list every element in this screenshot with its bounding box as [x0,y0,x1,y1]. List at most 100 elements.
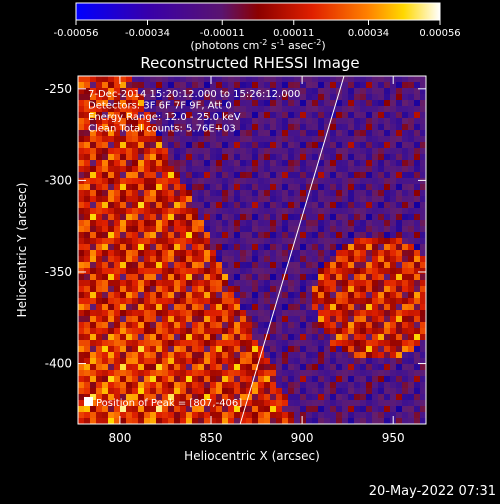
heatmap-cell [192,154,198,160]
heatmap-cell [396,112,402,118]
heatmap-cell [372,406,378,412]
heatmap-cell [414,322,420,328]
heatmap-cell [144,190,150,196]
heatmap-cell [138,214,144,220]
heatmap-cell [264,364,270,370]
heatmap-cell [402,322,408,328]
heatmap-cell [162,130,168,136]
heatmap-cell [408,190,414,196]
heatmap-cell [198,178,204,184]
heatmap-cell [264,76,270,82]
heatmap-cell [420,100,426,106]
heatmap-cell [150,82,156,88]
heatmap-cell [162,190,168,196]
heatmap-cell [276,262,282,268]
heatmap-cell [222,154,228,160]
heatmap-cell [156,256,162,262]
heatmap-cell [378,370,384,376]
heatmap-cell [108,244,114,250]
heatmap-cell [180,184,186,190]
heatmap-cell [312,376,318,382]
heatmap-cell [282,220,288,226]
heatmap-cell [330,118,336,124]
heatmap-cell [210,394,216,400]
heatmap-cell [216,328,222,334]
heatmap-cell [234,412,240,418]
heatmap-cell [240,82,246,88]
heatmap-cell [150,88,156,94]
heatmap-cell [114,172,120,178]
heatmap-cell [366,160,372,166]
heatmap-cell [150,190,156,196]
heatmap-cell [138,346,144,352]
heatmap-cell [168,274,174,280]
heatmap-cell [246,220,252,226]
heatmap-cell [390,220,396,226]
annotation-line: Clean Total counts: 5.76E+03 [88,124,236,135]
heatmap-cell [360,184,366,190]
heatmap-cell [168,352,174,358]
heatmap-cell [312,112,318,118]
heatmap-cell [198,304,204,310]
heatmap-cell [240,136,246,142]
heatmap-cell [204,352,210,358]
heatmap-cell [348,250,354,256]
heatmap-cell [282,190,288,196]
heatmap-cell [150,370,156,376]
heatmap-cell [378,412,384,418]
heatmap-cell [246,334,252,340]
heatmap-cell [414,310,420,316]
heatmap-cell [234,346,240,352]
heatmap-cell [414,214,420,220]
heatmap-cell [378,112,384,118]
heatmap-cell [120,340,126,346]
heatmap-cell [288,136,294,142]
heatmap-cell [192,340,198,346]
heatmap-cell [222,160,228,166]
heatmap-cell [408,82,414,88]
heatmap-cell [114,280,120,286]
heatmap-cell [402,196,408,202]
heatmap-cell [222,232,228,238]
heatmap-cell [150,418,156,424]
heatmap-cell [96,100,102,106]
heatmap-cell [378,166,384,172]
heatmap-cell [264,172,270,178]
heatmap-cell [318,292,324,298]
heatmap-cell [84,412,90,418]
heatmap-cell [108,160,114,166]
heatmap-cell [186,382,192,388]
heatmap-cell [156,220,162,226]
heatmap-cell [390,106,396,112]
heatmap-cell [90,316,96,322]
heatmap-cell [222,262,228,268]
heatmap-cell [102,298,108,304]
heatmap-cell [294,172,300,178]
heatmap-cell [396,184,402,190]
heatmap-cell [138,118,144,124]
heatmap-cell [240,184,246,190]
heatmap-cell [150,118,156,124]
heatmap-cell [240,148,246,154]
heatmap-cell [300,298,306,304]
heatmap-cell [420,238,426,244]
heatmap-cell [198,208,204,214]
heatmap-cell [366,166,372,172]
heatmap-cell [210,406,216,412]
heatmap-cell [402,76,408,82]
heatmap-cell [252,208,258,214]
heatmap-cell [252,232,258,238]
heatmap-cell [396,316,402,322]
heatmap-cell [342,328,348,334]
heatmap-cell [342,370,348,376]
heatmap-cell [216,382,222,388]
heatmap-cell [342,262,348,268]
heatmap-cell [414,358,420,364]
heatmap-cell [330,100,336,106]
heatmap-cell [366,262,372,268]
heatmap-cell [288,304,294,310]
heatmap-cell [306,82,312,88]
heatmap-cell [150,208,156,214]
heatmap-cell [402,364,408,370]
heatmap-cell [378,388,384,394]
